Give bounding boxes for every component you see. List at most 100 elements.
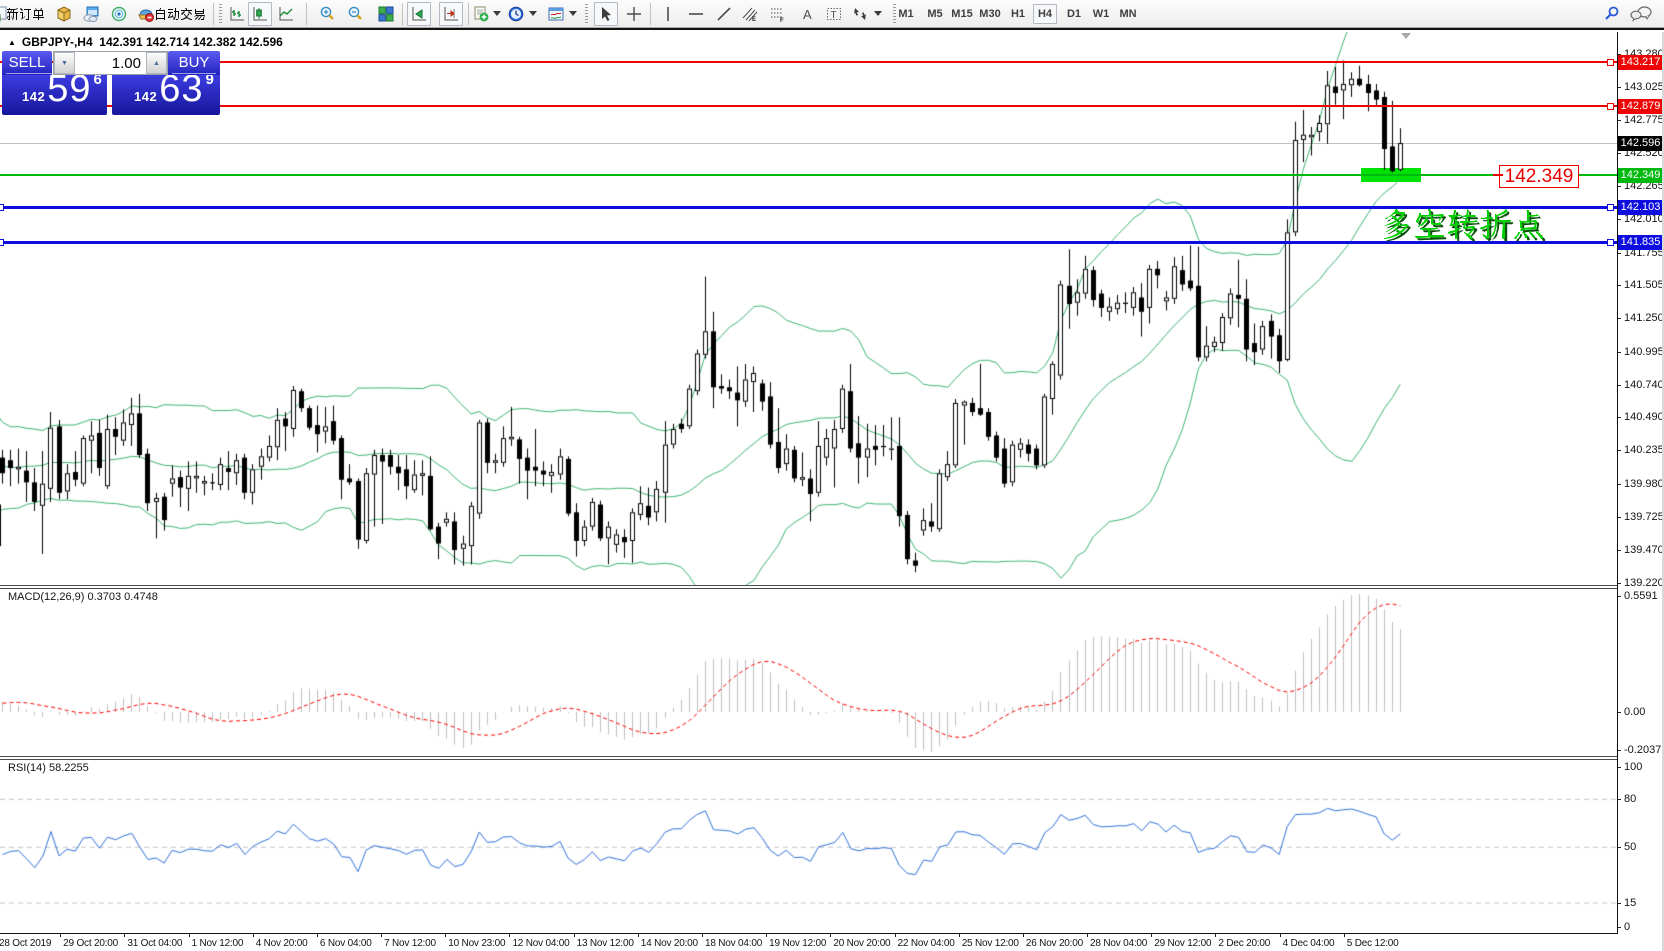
candlestick-chart-button-active[interactable] (248, 2, 272, 26)
new-order-icon[interactable] (0, 6, 8, 22)
line-handle-pivot-upper-right[interactable] (1607, 203, 1614, 211)
fibonacci-tool-icon[interactable]: F (770, 6, 786, 22)
data-window-icon[interactable] (83, 6, 99, 22)
main-macd-splitter[interactable] (0, 588, 1617, 589)
timeframe-button-d1[interactable]: D1 (1066, 8, 1082, 20)
price-axis-tick (1617, 516, 1621, 518)
collapse-arrow-icon[interactable]: ▲ (8, 38, 16, 47)
price-tag-label[interactable]: 142.349 (1499, 165, 1579, 188)
timeframe-button-w1[interactable]: W1 (1092, 8, 1110, 20)
main-macd-splitter[interactable] (0, 585, 1617, 586)
text-tool-icon[interactable]: A (800, 6, 816, 22)
volume-increase-button[interactable]: ▲ (146, 52, 167, 74)
buy-price-pip: 9 (205, 71, 214, 88)
bar-chart-icon[interactable] (229, 6, 245, 22)
volume-decrease-button[interactable]: ▼ (54, 52, 75, 74)
macd-axis-label: 0.5591 (1624, 590, 1658, 602)
timeframe-button-h4[interactable]: H4 (1033, 4, 1057, 24)
level-line-resistance-lower[interactable] (0, 105, 1617, 108)
timeframe-button-m5[interactable]: M5 (927, 8, 943, 20)
trendline-tool-icon[interactable] (716, 6, 732, 22)
buy-price-display[interactable]: 14263 9 (112, 68, 220, 115)
time-axis-label: 10 Nov 23:00 (448, 938, 506, 949)
timeframe-button-m15[interactable]: M15 (951, 8, 973, 20)
zoom-out-icon[interactable] (347, 6, 363, 22)
toolbar-drag-handle[interactable] (893, 4, 896, 24)
auto-trading-icon[interactable] (138, 6, 154, 22)
search-icon[interactable] (1604, 6, 1620, 22)
sell-button[interactable]: SELL (2, 51, 52, 75)
price-axis-tick (1617, 285, 1621, 287)
chat-icon[interactable] (1630, 6, 1652, 22)
macd-rsi-splitter[interactable] (0, 756, 1617, 757)
indicators-icon[interactable] (473, 6, 489, 22)
toolbar-drag-handle[interactable] (585, 4, 588, 24)
line-handle-resistance-lower-right[interactable] (1607, 102, 1614, 110)
price-chart-canvas[interactable] (0, 32, 1664, 951)
arrows-dropdown-caret[interactable] (874, 11, 882, 16)
line-handle-pivot-lower-left[interactable] (0, 238, 4, 246)
auto-scroll-button-active[interactable] (407, 2, 431, 26)
time-axis-label: 6 Nov 04:00 (319, 938, 372, 949)
indicators-dropdown-caret[interactable] (493, 11, 501, 16)
periods-clock-icon[interactable] (508, 6, 524, 22)
rsi-axis-label: 0 (1624, 920, 1631, 933)
price-axis-tick (1617, 219, 1621, 221)
level-line-support-green[interactable] (0, 174, 1617, 177)
buy-button[interactable]: BUY (168, 51, 220, 75)
price-axis-label: 142.775 (1624, 113, 1664, 126)
chart-shift-button-active[interactable] (439, 2, 463, 26)
volume-input[interactable] (75, 52, 146, 74)
time-axis-tick (252, 933, 254, 937)
crosshair-icon[interactable] (626, 6, 642, 22)
zoom-in-icon[interactable] (319, 6, 335, 22)
timeframe-button-h1[interactable]: H1 (1010, 8, 1026, 20)
equidistant-channel-tool-icon[interactable]: E (742, 6, 758, 22)
price-axis-tick (1617, 252, 1621, 254)
price-axis-tick (1617, 450, 1621, 452)
time-axis-label: 4 Nov 20:00 (255, 938, 308, 949)
rsi-params: RSI(14) (8, 762, 46, 774)
cursor-button-active[interactable] (594, 2, 618, 26)
line-handle-resistance-upper-right[interactable] (1607, 58, 1614, 66)
macd-rsi-splitter[interactable] (0, 759, 1617, 760)
signals-radar-icon[interactable] (111, 6, 127, 22)
price-axis-label: 139.980 (1624, 477, 1664, 490)
time-axis-label: 26 Nov 20:00 (1025, 938, 1083, 949)
text-label-tool-icon[interactable]: T (826, 6, 842, 22)
vertical-line-tool-icon[interactable] (660, 6, 676, 22)
periods-dropdown-caret[interactable] (529, 11, 537, 16)
level-line-pivot-lower[interactable] (0, 240, 1617, 244)
price-axis-tick (1617, 87, 1621, 89)
toolbar-drag-handle[interactable] (219, 4, 222, 24)
chart-symbol-info[interactable]: ▲ GBPJPY-,H4 142.391 142.714 142.382 142.… (8, 35, 283, 49)
templates-icon[interactable] (548, 6, 564, 22)
tile-windows-icon[interactable] (378, 6, 394, 22)
cursor-icon (598, 6, 614, 22)
line-handle-pivot-lower-right[interactable] (1607, 238, 1614, 246)
time-axis-tick (509, 933, 511, 937)
level-line-resistance-upper[interactable] (0, 61, 1617, 64)
price-axis-label: 139.470 (1624, 544, 1664, 557)
timeframe-button-m1[interactable]: M1 (898, 8, 914, 20)
line-chart-icon[interactable] (278, 6, 294, 22)
macd-axis-tick (1617, 596, 1621, 597)
horizontal-line-tool-icon[interactable] (688, 6, 704, 22)
arrows-tool-icon[interactable] (852, 6, 868, 22)
new-order-button[interactable] (6, 7, 47, 22)
timeframe-button-m30[interactable]: M30 (979, 8, 1001, 20)
time-axis-label: 1 Nov 12:00 (191, 938, 244, 949)
time-axis-tick (637, 933, 639, 937)
time-axis-label: 19 Nov 12:00 (769, 938, 827, 949)
time-axis-label: 12 Nov 04:00 (512, 938, 570, 949)
level-line-pivot-upper[interactable] (0, 205, 1617, 209)
market-watch-icon[interactable] (56, 6, 72, 22)
templates-dropdown-caret[interactable] (569, 11, 577, 16)
line-handle-pivot-upper-left[interactable] (0, 203, 4, 211)
turning-point-annotation[interactable] (1377, 202, 1555, 244)
timeframe-button-mn[interactable]: MN (1119, 8, 1137, 20)
price-badge-resistance-upper: 143.217 (1618, 54, 1663, 70)
auto-trading-button[interactable] (154, 7, 208, 22)
sell-price-display[interactable]: 14259 6 (2, 68, 107, 115)
